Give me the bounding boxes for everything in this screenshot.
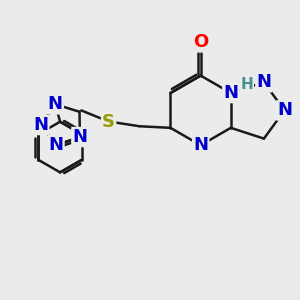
Text: N: N (72, 128, 87, 146)
Text: N: N (33, 116, 48, 134)
Text: N: N (48, 95, 63, 113)
Text: N: N (256, 73, 272, 91)
Text: N: N (49, 136, 64, 154)
Text: N: N (193, 136, 208, 154)
Text: H: H (240, 76, 253, 92)
Text: O: O (193, 33, 208, 51)
Text: N: N (223, 84, 238, 102)
Text: N: N (277, 101, 292, 119)
Text: S: S (102, 112, 115, 130)
